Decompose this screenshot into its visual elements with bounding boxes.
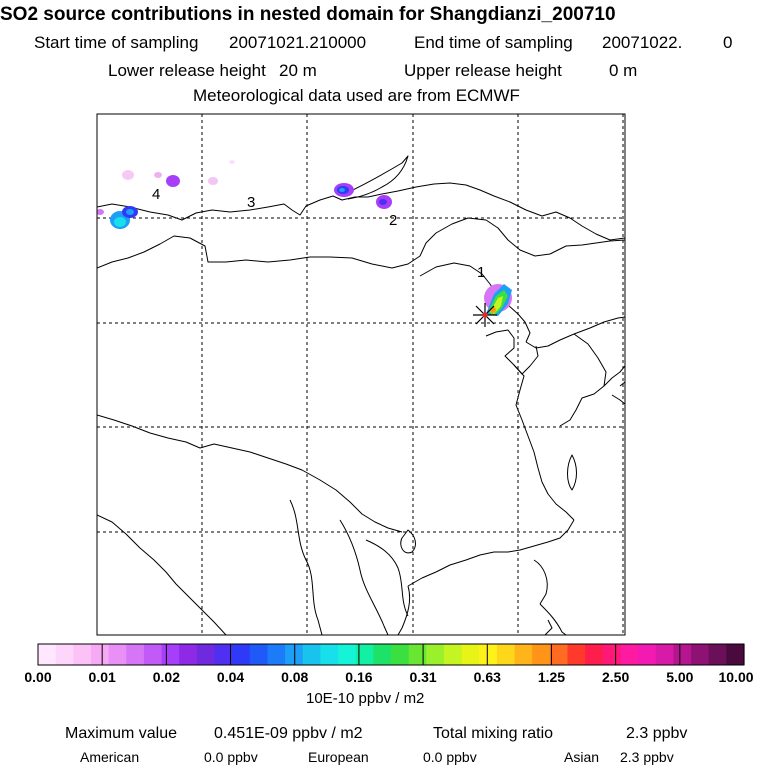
- lower-release-value: 20 m: [279, 61, 317, 80]
- colorbar-tick-label: 0.63: [473, 669, 501, 685]
- colorbar-cell: [585, 644, 604, 665]
- end-time-value: 20071022.: [602, 33, 683, 52]
- colorbar-cell: [320, 644, 339, 665]
- colorbar-cell: [496, 644, 516, 665]
- european-value: 0.0 ppbv: [423, 749, 477, 765]
- asian-label: Asian: [564, 749, 600, 765]
- colorbar-cell: [355, 644, 374, 665]
- colorbar-cell: [391, 644, 410, 665]
- colorbar-cell: [408, 644, 427, 665]
- colorbar-cell: [373, 644, 392, 665]
- colorbar-cell: [479, 644, 498, 665]
- colorbar-cell: [567, 644, 586, 665]
- coastlines-borders: [97, 155, 625, 635]
- end-time-suffix: 0: [723, 33, 733, 52]
- colorbar-cell: [461, 644, 480, 665]
- source-label-1: 1: [477, 264, 485, 281]
- colorbar-cell: [55, 644, 74, 665]
- colorbar-cell: [38, 644, 57, 665]
- source-label-3: 3: [247, 194, 255, 211]
- american-value: 0.0 ppbv: [204, 749, 258, 765]
- colorbar-tick-label: 1.25: [537, 669, 566, 685]
- colorbar-cell: [214, 644, 233, 665]
- colorbar-tick-label: 2.50: [602, 669, 630, 685]
- colorbar-cell: [691, 644, 710, 665]
- colorbar-cell: [143, 644, 163, 665]
- colorbar-tick-label: 10.00: [718, 669, 754, 685]
- colorbar-tick-label: 0.04: [216, 669, 245, 685]
- source-label-2: 2: [389, 212, 397, 229]
- colorbar-cell: [655, 644, 674, 665]
- colorbar-frame: [37, 643, 745, 666]
- total-mixing-value: 2.3 ppbv: [626, 725, 688, 742]
- colorbar-tick-label: 0.08: [281, 669, 309, 685]
- colorbar-cell: [726, 644, 745, 665]
- receptor-dot: [482, 312, 488, 318]
- colorbar-cell: [532, 644, 551, 665]
- colorbar-cell: [338, 644, 357, 665]
- colorbar-cell: [90, 644, 110, 665]
- colorbar-cell: [602, 644, 622, 665]
- european-label: European: [308, 749, 369, 765]
- colorbar-cell: [161, 644, 180, 665]
- colorbar-cell: [302, 644, 321, 665]
- map-frame: [96, 113, 626, 636]
- met-data-line: Meteorological data used are from ECMWF: [193, 86, 520, 105]
- colorbar-cell: [620, 644, 639, 665]
- max-value: 0.451E-09 ppbv / m2: [214, 725, 363, 742]
- colorbar-cell: [426, 644, 445, 665]
- colorbar-cell: [443, 644, 463, 665]
- start-time-value: 20071021.210000: [229, 33, 367, 52]
- colorbar-tick-label: 0.02: [152, 669, 180, 685]
- colorbar-cell: [285, 644, 304, 665]
- plot-title: SO2 source contributions in nested domai…: [0, 4, 616, 25]
- colorbar-cell: [638, 644, 657, 665]
- colorbar-tick-label: 5.00: [666, 669, 694, 685]
- max-value-label: Maximum value: [65, 725, 178, 742]
- colorbar-tick-label: 0.16: [345, 669, 373, 685]
- source-label-4: 4: [152, 186, 160, 203]
- colorbar-cell: [73, 644, 92, 665]
- concentration-field: [97, 160, 512, 316]
- colorbar-cell: [673, 644, 692, 665]
- end-time-label: End time of sampling: [414, 33, 573, 52]
- colorbar-cell: [126, 644, 145, 665]
- colorbar-cell: [514, 644, 533, 665]
- colorbar-tick-label: 0.31: [409, 669, 437, 685]
- upper-release-value: 0 m: [609, 61, 638, 80]
- graticule: [97, 114, 625, 635]
- start-time-label: Start time of sampling: [34, 33, 199, 52]
- colorbar-units: 10E-10 ppbv / m2: [306, 690, 425, 707]
- colorbar-cell: [549, 644, 569, 665]
- american-label: American: [80, 749, 140, 765]
- lower-release-label: Lower release height: [108, 61, 266, 80]
- asian-value: 2.3 ppbv: [620, 749, 674, 765]
- colorbar-cell: [249, 644, 269, 665]
- colorbar-tick-label: 0.00: [24, 669, 52, 685]
- colorbar-cell: [179, 644, 198, 665]
- colorbar-cell: [267, 644, 286, 665]
- colorbar-tick-label: 0.01: [88, 669, 116, 685]
- colorbar-cell: [708, 644, 727, 665]
- colorbar-cell: [232, 644, 251, 665]
- total-mixing-label: Total mixing ratio: [433, 725, 554, 742]
- colorbar-cell: [196, 644, 216, 665]
- upper-release-label: Upper release height: [404, 61, 562, 80]
- colorbar-cell: [108, 644, 127, 665]
